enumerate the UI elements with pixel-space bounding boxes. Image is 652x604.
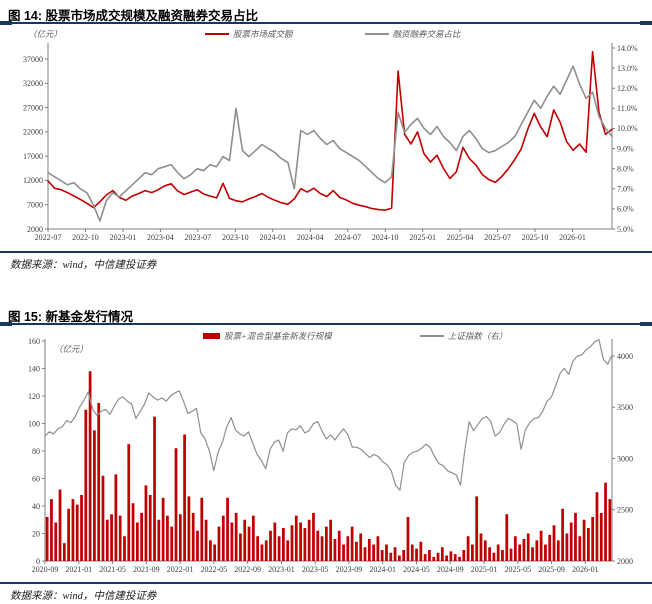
svg-text:14.0%: 14.0% (617, 44, 638, 53)
svg-text:9.0%: 9.0% (617, 144, 634, 153)
svg-text:2023-07: 2023-07 (185, 233, 212, 242)
figure14-source: 数据来源：wind，中信建投证券 (10, 260, 157, 271)
svg-text:2025-09: 2025-09 (538, 565, 565, 574)
svg-text:2023-01: 2023-01 (268, 565, 295, 574)
legend-item-margin-ratio: 融资融券交易占比 (364, 28, 461, 40)
svg-text:120: 120 (28, 392, 40, 401)
svg-text:2025-04: 2025-04 (447, 233, 474, 242)
svg-text:2025-01: 2025-01 (471, 565, 498, 574)
svg-text:2000: 2000 (617, 557, 633, 566)
svg-text:100: 100 (28, 419, 40, 428)
svg-text:32000: 32000 (23, 79, 43, 88)
legend-item-fund-issuance: 股票+混合型基金新发行规模 (203, 330, 332, 342)
svg-text:60: 60 (32, 474, 40, 483)
svg-text:2023-10: 2023-10 (222, 233, 249, 242)
gray-line-swatch-icon (364, 33, 389, 35)
svg-text:5.0%: 5.0% (617, 225, 634, 234)
svg-text:80: 80 (32, 447, 40, 456)
svg-text:13.0%: 13.0% (617, 64, 638, 73)
svg-text:2024-09: 2024-09 (437, 565, 464, 574)
figure14-title-rule (0, 21, 652, 25)
figure15-legend: 股票+混合型基金新发行规模 上证指数（右） (203, 330, 507, 342)
legend-item-turnover: 股票市场成交额 (205, 28, 293, 40)
legend-label: 融资融券交易占比 (392, 29, 461, 39)
figure15-source: 数据来源：wind，中信建投证券 (10, 591, 157, 602)
svg-text:8.0%: 8.0% (617, 164, 634, 173)
figure15-source-rule (0, 582, 652, 584)
svg-text:160: 160 (28, 338, 40, 346)
svg-text:2023-05: 2023-05 (302, 565, 329, 574)
figure15-chart: 0 20 40 60 80 100 120 140 160 2000 2500 3000 3500 400… (28, 338, 633, 574)
svg-text:2022-09: 2022-09 (234, 565, 261, 574)
svg-text:2023-04: 2023-04 (147, 233, 174, 242)
svg-text:2026-01: 2026-01 (559, 233, 586, 242)
svg-text:7.0%: 7.0% (617, 185, 634, 194)
red-line-swatch-icon (205, 33, 229, 35)
svg-text:7000: 7000 (27, 201, 43, 210)
svg-text:2022-10: 2022-10 (72, 233, 99, 242)
svg-text:3000: 3000 (617, 454, 633, 463)
svg-text:27000: 27000 (23, 103, 43, 112)
svg-text:11.0%: 11.0% (617, 104, 638, 113)
svg-text:2024-07: 2024-07 (334, 233, 361, 242)
svg-text:2024-05: 2024-05 (403, 565, 430, 574)
svg-text:12000: 12000 (23, 176, 43, 185)
svg-text:20: 20 (32, 529, 40, 538)
legend-label: 上证指数（右） (447, 331, 508, 341)
svg-text:6.0%: 6.0% (617, 205, 634, 214)
svg-text:40: 40 (32, 502, 40, 511)
figure15-title: 图 15: 新基金发行情况 (8, 310, 134, 324)
svg-text:37000: 37000 (23, 55, 43, 64)
svg-text:17000: 17000 (23, 152, 43, 161)
svg-text:2000: 2000 (27, 225, 43, 234)
svg-text:2024-04: 2024-04 (297, 233, 324, 242)
svg-text:2024-01: 2024-01 (259, 233, 286, 242)
svg-text:4000: 4000 (617, 352, 633, 361)
svg-text:22000: 22000 (23, 128, 43, 137)
svg-text:2023-09: 2023-09 (336, 565, 363, 574)
svg-text:2500: 2500 (617, 506, 633, 515)
figure15-title-rule (0, 322, 652, 326)
svg-text:2024-10: 2024-10 (372, 233, 399, 242)
legend-item-shanghai-index: 上证指数（右） (419, 330, 508, 342)
svg-text:2025-01: 2025-01 (409, 233, 436, 242)
svg-text:3500: 3500 (617, 403, 633, 412)
svg-text:10.0%: 10.0% (617, 124, 638, 133)
svg-text:2023-01: 2023-01 (110, 233, 137, 242)
legend-label: 股票市场成交额 (233, 29, 293, 39)
svg-text:140: 140 (28, 364, 40, 373)
svg-text:2021-09: 2021-09 (133, 565, 160, 574)
svg-text:2026-01: 2026-01 (572, 565, 599, 574)
figure14-source-rule (0, 251, 652, 253)
legend-label: 股票+混合型基金新发行规模 (224, 331, 332, 341)
svg-text:2022-07: 2022-07 (35, 233, 62, 242)
svg-text:2021-01: 2021-01 (65, 565, 92, 574)
red-bar-swatch-icon (203, 333, 220, 339)
svg-text:2022-01: 2022-01 (167, 565, 194, 574)
svg-text:2021-05: 2021-05 (99, 565, 126, 574)
figure14-legend: 股票市场成交额 融资融券交易占比 (205, 28, 461, 40)
figure14-chart: 2000 7000 12000 17000 22000 27000 32000 37000 5.… (23, 43, 638, 242)
svg-text:2025-05: 2025-05 (504, 565, 531, 574)
figure14-title: 图 14: 股票市场成交规模及融资融券交易占比 (8, 9, 259, 23)
svg-text:12.0%: 12.0% (617, 84, 638, 93)
svg-text:2024-01: 2024-01 (369, 565, 396, 574)
figure15-unit-label: （亿元） (54, 344, 89, 354)
svg-text:2020-09: 2020-09 (32, 565, 59, 574)
svg-text:0: 0 (36, 557, 40, 566)
svg-text:2025-07: 2025-07 (484, 233, 511, 242)
svg-text:2025-10: 2025-10 (522, 233, 549, 242)
gray-line-swatch-icon (419, 335, 444, 337)
figure14-unit-label: （亿元） (28, 29, 63, 39)
svg-text:2022-05: 2022-05 (201, 565, 228, 574)
